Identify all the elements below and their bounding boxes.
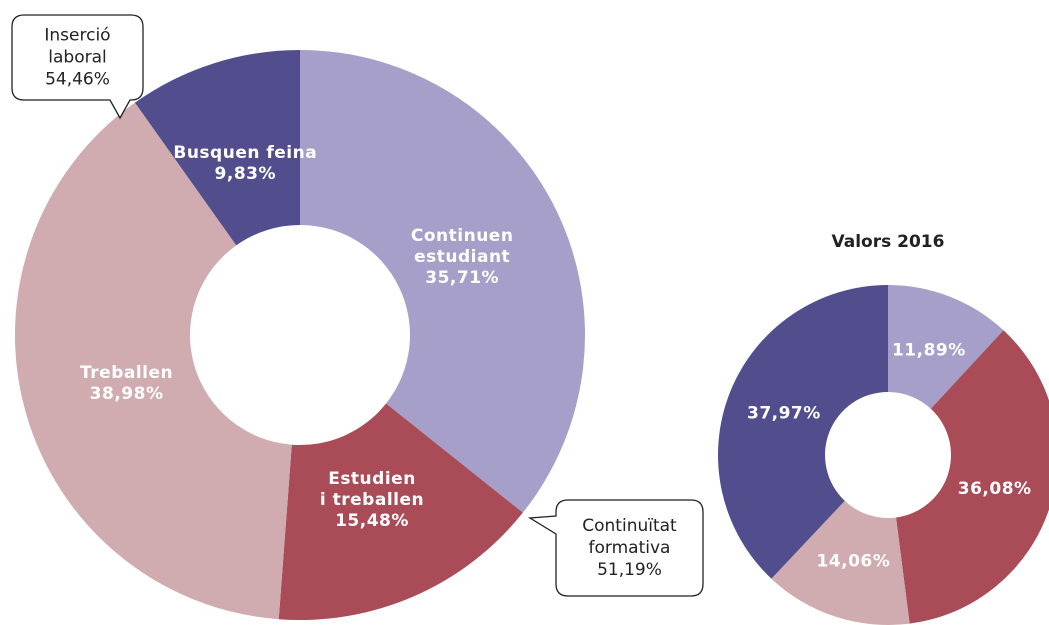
donut-segment: [14, 102, 292, 620]
segment-label: Continuen estudiant: [411, 226, 514, 267]
value-label: 14,06%: [816, 552, 890, 572]
callout-value: 54,46%: [45, 70, 110, 90]
chart-title: Valors 2016: [832, 232, 945, 252]
donut-segment: [278, 403, 523, 620]
donut-segment: [771, 500, 910, 625]
callout-value: 51,19%: [597, 560, 662, 580]
value-label: 36,08%: [958, 479, 1032, 499]
value-label: 37,97%: [747, 404, 821, 424]
donut-segment: [300, 50, 585, 513]
segment-label: Estudien i treballen: [320, 469, 424, 510]
callout-box: [527, 499, 704, 597]
value-label: 15,48%: [335, 511, 409, 531]
segment-label: Treballen: [80, 363, 173, 383]
callout-text: Inserció laboral: [44, 26, 110, 68]
donut-segment: [896, 330, 1049, 624]
donut-segment: [888, 285, 1004, 409]
value-label: 11,89%: [892, 341, 966, 361]
value-label: 35,71%: [425, 268, 499, 288]
value-label: 9,83%: [215, 164, 276, 184]
value-label: 38,98%: [90, 384, 164, 404]
callout-box: [11, 14, 144, 120]
segment-label: Busquen feina: [173, 143, 317, 163]
donut-segment: [134, 50, 300, 246]
callout-text: Continuïtat formativa: [582, 516, 677, 558]
donut-segment: [718, 285, 888, 579]
